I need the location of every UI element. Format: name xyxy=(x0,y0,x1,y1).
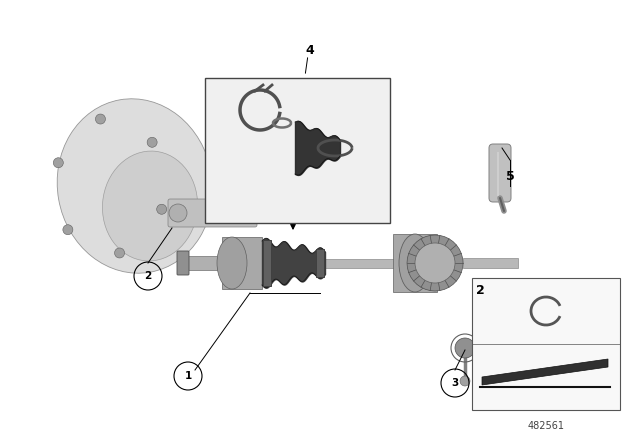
Polygon shape xyxy=(407,235,463,291)
Bar xyxy=(205,78,390,223)
FancyBboxPatch shape xyxy=(463,258,518,268)
FancyBboxPatch shape xyxy=(182,256,217,270)
Ellipse shape xyxy=(57,99,213,273)
Circle shape xyxy=(53,158,63,168)
Circle shape xyxy=(157,204,166,214)
FancyBboxPatch shape xyxy=(168,199,257,227)
Ellipse shape xyxy=(217,237,247,289)
Text: 5: 5 xyxy=(506,169,515,182)
Circle shape xyxy=(95,114,106,124)
Circle shape xyxy=(147,137,157,147)
Circle shape xyxy=(455,338,475,358)
Ellipse shape xyxy=(102,151,198,261)
Circle shape xyxy=(115,248,125,258)
Text: 2: 2 xyxy=(145,271,152,281)
Circle shape xyxy=(460,376,470,386)
Circle shape xyxy=(63,225,73,235)
Text: 482561: 482561 xyxy=(527,421,564,431)
FancyBboxPatch shape xyxy=(316,249,324,277)
Circle shape xyxy=(169,204,187,222)
Circle shape xyxy=(415,243,455,283)
Text: 1: 1 xyxy=(184,371,191,381)
Ellipse shape xyxy=(399,234,431,292)
FancyBboxPatch shape xyxy=(222,237,262,289)
Bar xyxy=(472,278,620,410)
Text: 4: 4 xyxy=(306,43,314,56)
FancyBboxPatch shape xyxy=(393,234,437,292)
FancyBboxPatch shape xyxy=(263,240,271,286)
Polygon shape xyxy=(482,359,608,385)
Text: 3: 3 xyxy=(451,378,459,388)
FancyBboxPatch shape xyxy=(325,258,415,267)
Text: 2: 2 xyxy=(476,284,484,297)
FancyBboxPatch shape xyxy=(177,251,189,275)
FancyBboxPatch shape xyxy=(489,144,511,202)
